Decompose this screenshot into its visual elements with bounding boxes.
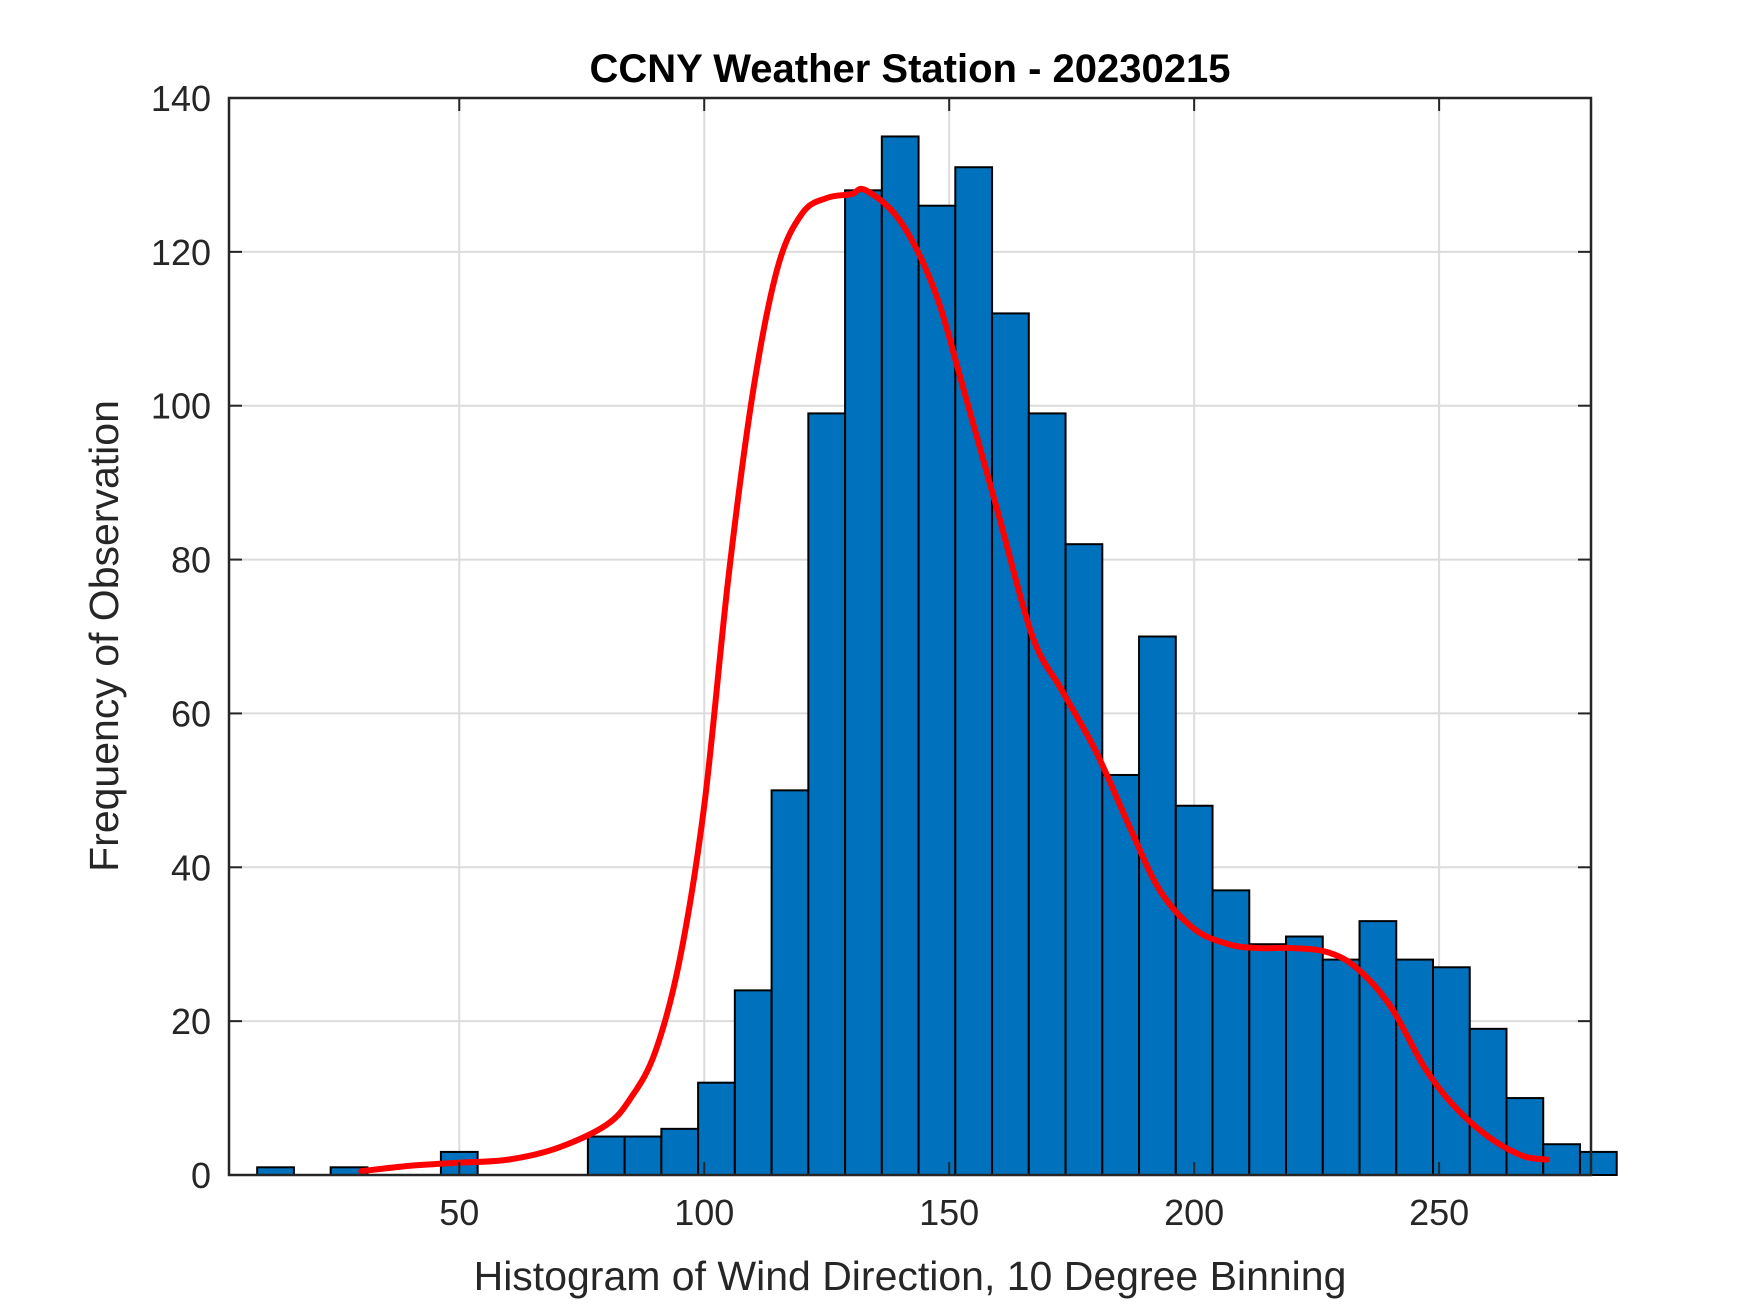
x-tick-label: 200 <box>1164 1192 1224 1233</box>
histogram-bar <box>1174 804 1214 1176</box>
histogram-bar <box>1285 935 1324 1176</box>
x-axis-label: Histogram of Wind Direction, 10 Degree B… <box>474 1253 1347 1299</box>
histogram-bar <box>807 412 847 1176</box>
histogram-bar <box>1358 920 1398 1177</box>
histogram-bar <box>1431 966 1471 1176</box>
histogram-bar <box>1027 412 1067 1176</box>
x-tick-label: 50 <box>439 1192 479 1233</box>
histogram-bar <box>1064 543 1104 1176</box>
histogram-bar <box>770 789 810 1176</box>
histogram-bar <box>1321 958 1361 1176</box>
histogram-bar <box>660 1127 700 1177</box>
fit-curve-line <box>358 185 1550 1175</box>
histogram-bar <box>1211 889 1251 1176</box>
fit-curve-layer <box>358 185 1550 1175</box>
y-tick-label: 120 <box>151 232 211 273</box>
chart-title: CCNY Weather Station - 20230215 <box>590 47 1231 91</box>
histogram-bar <box>623 1135 663 1177</box>
histogram-bars <box>256 135 1618 1177</box>
y-tick-label: 80 <box>171 540 211 581</box>
histogram-bar <box>697 1081 736 1176</box>
y-tick-labels: 0 20 40 60 80 100 120 140 <box>151 78 211 1196</box>
y-tick-label: 0 <box>191 1155 211 1196</box>
y-axis-label: Frequency of Observation <box>81 400 127 872</box>
y-tick-label: 20 <box>171 1001 211 1042</box>
histogram-bar <box>917 204 957 1176</box>
histogram-bar <box>1248 943 1288 1177</box>
histogram-bar <box>586 1135 626 1177</box>
x-tick-labels: 50 100 150 200 250 <box>439 1192 1469 1233</box>
y-tick-label: 60 <box>171 693 211 734</box>
histogram-bar <box>991 312 1030 1176</box>
histogram-bar <box>733 989 773 1176</box>
histogram-bar <box>880 135 920 1177</box>
histogram-bar <box>1505 1097 1545 1176</box>
histogram-bar <box>1578 1150 1618 1176</box>
histogram-bar <box>954 166 994 1176</box>
x-tick-label: 150 <box>919 1192 979 1233</box>
x-tick-label: 100 <box>674 1192 734 1233</box>
axes-box <box>227 96 1593 1177</box>
y-tick-label: 100 <box>151 386 211 427</box>
x-tick-label: 250 <box>1409 1192 1469 1233</box>
histogram-bar <box>1468 1027 1508 1176</box>
y-tick-label: 140 <box>151 78 211 119</box>
histogram-bar <box>844 189 883 1177</box>
y-tick-label: 40 <box>171 847 211 888</box>
